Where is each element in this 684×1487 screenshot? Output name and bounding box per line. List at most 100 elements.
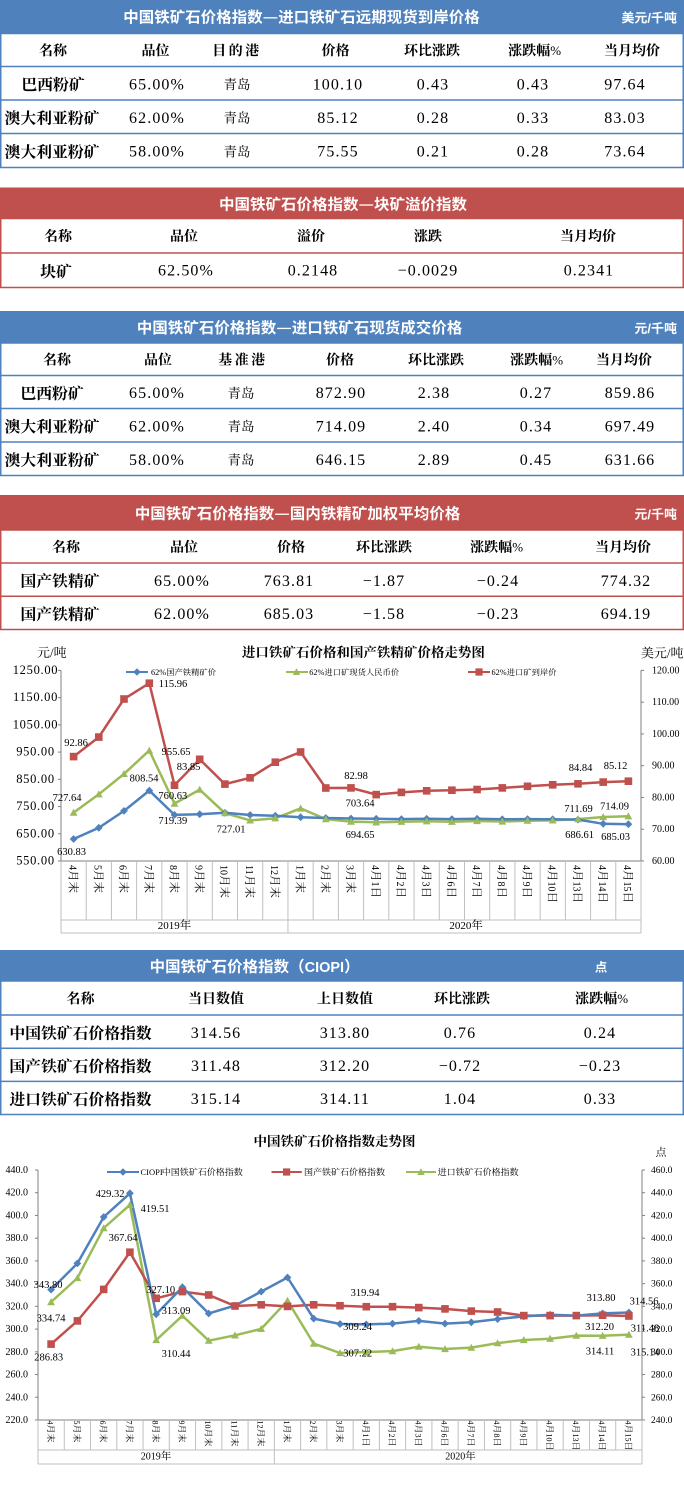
svg-text:2: 2 <box>308 1421 317 1425</box>
svg-text:4: 4 <box>597 1421 606 1425</box>
svg-text:97.64: 97.64 <box>604 76 646 93</box>
svg-text:82.98: 82.98 <box>344 771 368 782</box>
svg-text:62.50%: 62.50% <box>158 263 214 280</box>
svg-text:714.09: 714.09 <box>316 418 367 435</box>
svg-text:15: 15 <box>621 882 632 892</box>
svg-text:/: / <box>647 10 651 25</box>
svg-text:85.12: 85.12 <box>317 110 359 127</box>
svg-text:0.33: 0.33 <box>584 1091 616 1108</box>
svg-text:685.03: 685.03 <box>601 832 630 843</box>
svg-text:70.00: 70.00 <box>652 824 675 835</box>
svg-text:9: 9 <box>177 1421 186 1425</box>
svg-text:360.0: 360.0 <box>6 1256 29 1267</box>
svg-text:1250.00: 1250.00 <box>13 663 59 677</box>
svg-text:4: 4 <box>419 865 430 870</box>
svg-text:−1.58: −1.58 <box>363 606 406 623</box>
svg-text:320.0: 320.0 <box>6 1301 29 1312</box>
svg-text:/: / <box>50 645 54 660</box>
svg-text:2.40: 2.40 <box>418 418 450 435</box>
svg-text:4: 4 <box>394 865 405 870</box>
svg-text:313.80: 313.80 <box>320 1025 371 1042</box>
svg-text:0.34: 0.34 <box>520 418 552 435</box>
svg-text:0.2341: 0.2341 <box>564 263 615 280</box>
svg-text:4: 4 <box>623 1421 632 1425</box>
svg-text:0.2148: 0.2148 <box>288 263 339 280</box>
svg-text:100.00: 100.00 <box>652 729 680 740</box>
svg-text:90.00: 90.00 <box>652 761 675 772</box>
svg-text:631.66: 631.66 <box>605 452 656 469</box>
svg-text:62%: 62% <box>309 668 324 677</box>
svg-text:65.00%: 65.00% <box>129 385 185 402</box>
svg-text:100.10: 100.10 <box>313 76 364 93</box>
svg-text:694.19: 694.19 <box>601 606 652 623</box>
svg-text:3: 3 <box>335 1421 344 1425</box>
svg-text:65.00%: 65.00% <box>154 573 210 590</box>
svg-text:4: 4 <box>440 1421 449 1425</box>
svg-text:311.48: 311.48 <box>631 1323 660 1334</box>
svg-text:7: 7 <box>124 1421 133 1425</box>
svg-text:4: 4 <box>545 1421 554 1425</box>
svg-text:/: / <box>667 646 671 661</box>
svg-text:309.24: 309.24 <box>343 1322 373 1333</box>
svg-text:260.0: 260.0 <box>6 1370 29 1381</box>
svg-text:4: 4 <box>361 1421 370 1425</box>
svg-text:550.00: 550.00 <box>16 854 55 868</box>
svg-text:872.90: 872.90 <box>316 385 367 402</box>
svg-text:300.0: 300.0 <box>6 1324 29 1335</box>
svg-text:CIOPI: CIOPI <box>305 960 344 976</box>
svg-text:58.00%: 58.00% <box>129 452 185 469</box>
svg-text:115.96: 115.96 <box>159 679 188 690</box>
svg-text:1: 1 <box>282 1421 291 1425</box>
svg-text:808.54: 808.54 <box>130 774 160 785</box>
svg-text:4: 4 <box>492 1421 501 1425</box>
svg-text:314.56: 314.56 <box>191 1025 242 1042</box>
svg-text:10: 10 <box>545 882 556 892</box>
svg-text:/: / <box>647 321 651 336</box>
svg-text:6: 6 <box>98 1421 107 1425</box>
svg-text:0.28: 0.28 <box>517 144 549 161</box>
svg-text:0.28: 0.28 <box>417 110 449 127</box>
svg-text:62.00%: 62.00% <box>154 606 210 623</box>
svg-text:4: 4 <box>520 865 531 870</box>
svg-text:−0.24: −0.24 <box>477 573 520 590</box>
svg-text:1: 1 <box>369 882 380 887</box>
svg-text:12: 12 <box>256 1421 265 1429</box>
svg-text:80.00: 80.00 <box>652 793 675 804</box>
svg-text:240.0: 240.0 <box>651 1416 673 1426</box>
svg-text:10: 10 <box>203 1421 212 1429</box>
svg-text:240.0: 240.0 <box>6 1392 29 1403</box>
svg-text:4: 4 <box>387 1421 396 1425</box>
svg-text:360.0: 360.0 <box>651 1280 673 1290</box>
svg-text:440.0: 440.0 <box>651 1189 673 1199</box>
svg-text:65.00%: 65.00% <box>129 76 185 93</box>
svg-text:3: 3 <box>419 882 430 887</box>
svg-text:955.65: 955.65 <box>162 747 191 758</box>
svg-text:4: 4 <box>66 865 77 870</box>
svg-text:315.14: 315.14 <box>191 1091 242 1108</box>
svg-text:0.76: 0.76 <box>444 1025 476 1042</box>
svg-text:313.09: 313.09 <box>162 1306 191 1317</box>
svg-text:429.32: 429.32 <box>96 1189 125 1200</box>
svg-text:313.80: 313.80 <box>587 1293 616 1304</box>
svg-text:650.00: 650.00 <box>16 826 55 840</box>
svg-text:2020: 2020 <box>449 920 472 932</box>
svg-text:2: 2 <box>387 1434 396 1438</box>
svg-text:260.0: 260.0 <box>651 1393 673 1403</box>
svg-text:4: 4 <box>571 865 582 870</box>
svg-text:1: 1 <box>361 1434 370 1438</box>
svg-text:1150.00: 1150.00 <box>13 690 58 704</box>
svg-text:58.00%: 58.00% <box>129 144 185 161</box>
svg-text:4: 4 <box>571 1421 580 1425</box>
svg-text:2020: 2020 <box>445 1452 465 1463</box>
svg-text:9: 9 <box>518 1434 527 1438</box>
svg-text:84.84: 84.84 <box>569 763 593 774</box>
svg-text:0.43: 0.43 <box>517 76 549 93</box>
svg-text:73.64: 73.64 <box>604 144 646 161</box>
svg-text:3: 3 <box>413 1434 422 1438</box>
svg-text:686.61: 686.61 <box>565 830 594 841</box>
svg-text:2.38: 2.38 <box>418 385 450 402</box>
svg-text:2019: 2019 <box>141 1452 161 1463</box>
svg-text:714.09: 714.09 <box>600 802 629 813</box>
svg-text:6: 6 <box>440 1434 449 1438</box>
svg-text:4: 4 <box>495 865 506 870</box>
